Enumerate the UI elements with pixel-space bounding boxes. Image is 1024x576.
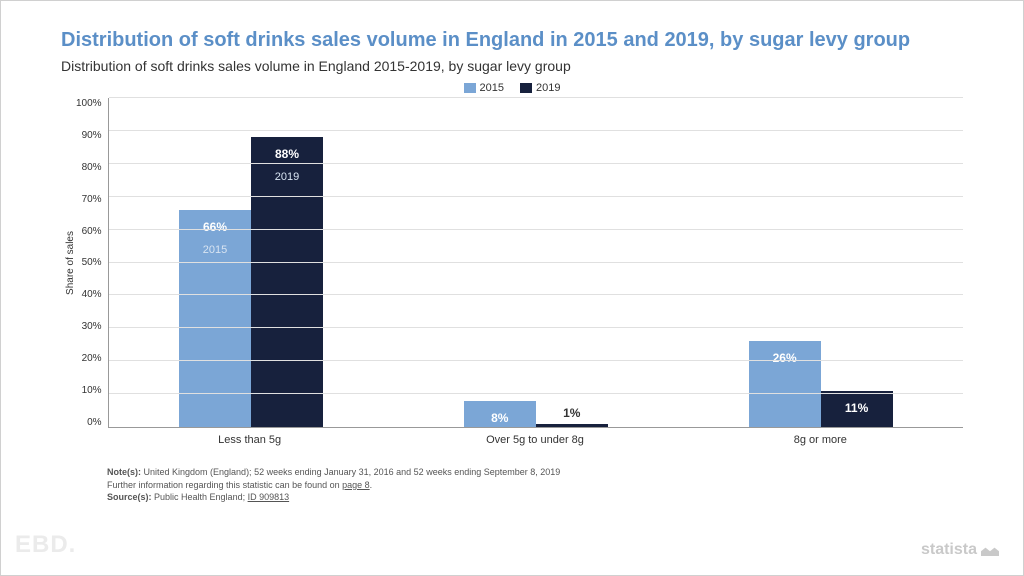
y-tick: 60% <box>76 226 102 237</box>
statista-wave-icon <box>981 544 999 556</box>
bar-sub-label: 2019 <box>251 171 323 183</box>
statista-watermark: statista <box>921 541 999 559</box>
y-tick: 50% <box>76 257 102 268</box>
gridline <box>109 262 963 263</box>
bar-value-label: 11% <box>821 401 893 415</box>
bar-group: 8%1% <box>393 98 678 427</box>
y-tick: 0% <box>76 417 102 428</box>
further-link[interactable]: page 8 <box>342 480 370 490</box>
bar: 11% <box>821 391 893 427</box>
bar-groups: 66% 2015 88% 2019 8%1% 26% 11% <box>109 98 963 427</box>
y-tick: 100% <box>76 98 102 109</box>
x-axis-labels: Less than 5gOver 5g to under 8g8g or mor… <box>107 434 963 446</box>
gridline <box>109 163 963 164</box>
gridline <box>109 327 963 328</box>
y-tick: 30% <box>76 321 102 332</box>
gridline <box>109 196 963 197</box>
x-tick-label: 8g or more <box>678 434 963 446</box>
bar-value-label: 26% <box>749 351 821 365</box>
further-text: Further information regarding this stati… <box>107 480 342 490</box>
ebd-watermark: EBD. <box>15 531 76 559</box>
bar-value-label: 66% <box>179 220 251 234</box>
bar: 26% <box>749 341 821 427</box>
gridline <box>109 97 963 98</box>
chart-title: Distribution of soft drinks sales volume… <box>61 29 963 52</box>
bar-value-label: 1% <box>536 406 608 420</box>
bar-value-label: 88% <box>251 147 323 161</box>
note-text: United Kingdom (England); 52 weeks endin… <box>141 467 560 477</box>
plot-area: 66% 2015 88% 2019 8%1% 26% 11% <box>108 98 963 428</box>
y-tick: 80% <box>76 162 102 173</box>
bar: 1% <box>536 424 608 427</box>
bar-sub-label: 2015 <box>179 244 251 256</box>
bar: 66% 2015 <box>179 210 251 427</box>
source-text: Public Health England; <box>152 492 248 502</box>
y-axis-label: Share of sales <box>61 231 76 295</box>
gridline <box>109 294 963 295</box>
y-tick: 10% <box>76 385 102 396</box>
x-tick-label: Over 5g to under 8g <box>392 434 677 446</box>
gridline <box>109 360 963 361</box>
y-tick: 20% <box>76 353 102 364</box>
bar-value-label: 8% <box>464 411 536 425</box>
note-label: Note(s): <box>107 467 141 477</box>
y-tick: 90% <box>76 130 102 141</box>
gridline <box>109 130 963 131</box>
y-tick: 70% <box>76 194 102 205</box>
statista-text: statista <box>921 541 977 559</box>
legend-swatch-2015 <box>464 83 476 93</box>
chart-subtitle: Distribution of soft drinks sales volume… <box>61 58 963 74</box>
legend: 2015 2019 <box>61 82 963 94</box>
bar: 8% <box>464 401 536 427</box>
legend-label-2019: 2019 <box>536 82 560 94</box>
y-axis-ticks: 100% 90% 80% 70% 60% 50% 40% 30% 20% 10% 0% <box>76 98 108 428</box>
bar-group: 66% 2015 88% 2019 <box>109 98 394 427</box>
footnotes: Note(s): United Kingdom (England); 52 we… <box>107 466 963 504</box>
source-link[interactable]: ID 909813 <box>248 492 290 502</box>
period: . <box>370 480 373 490</box>
y-tick: 40% <box>76 289 102 300</box>
gridline <box>109 393 963 394</box>
bar-group: 26% 11% <box>678 98 963 427</box>
legend-item-2019: 2019 <box>520 82 560 94</box>
source-label: Source(s): <box>107 492 152 502</box>
legend-item-2015: 2015 <box>464 82 504 94</box>
legend-label-2015: 2015 <box>480 82 504 94</box>
x-tick-label: Less than 5g <box>107 434 392 446</box>
chart-area: Share of sales 100% 90% 80% 70% 60% 50% 40% 30%… <box>61 98 963 428</box>
bar: 88% 2019 <box>251 137 323 427</box>
gridline <box>109 229 963 230</box>
legend-swatch-2019 <box>520 83 532 93</box>
